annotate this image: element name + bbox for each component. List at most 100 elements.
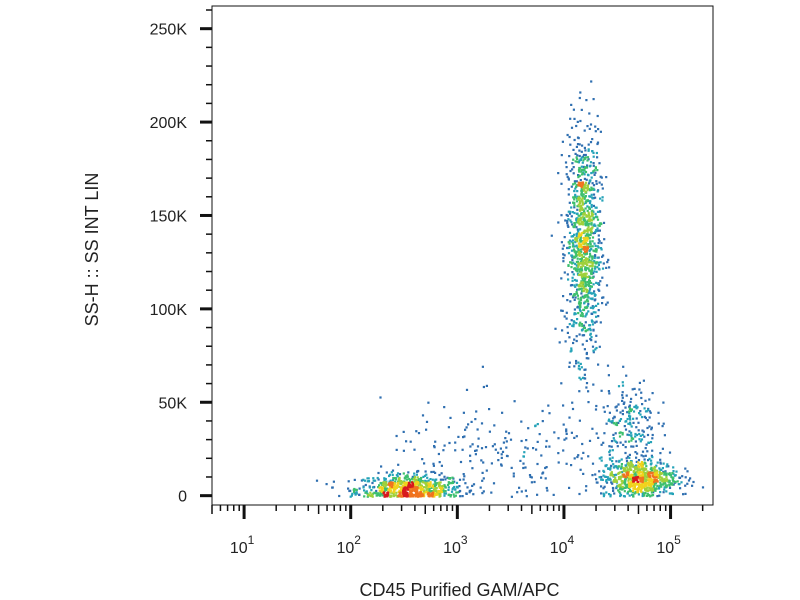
data-point bbox=[355, 491, 358, 494]
data-point bbox=[590, 186, 593, 189]
data-point bbox=[640, 391, 643, 394]
data-point bbox=[609, 495, 612, 498]
data-point bbox=[638, 432, 641, 436]
data-point bbox=[584, 300, 587, 303]
data-point bbox=[557, 461, 560, 464]
data-point bbox=[612, 480, 615, 483]
data-point bbox=[450, 490, 454, 493]
data-point bbox=[385, 495, 388, 498]
data-point bbox=[687, 479, 691, 482]
data-point bbox=[617, 385, 621, 388]
data-point bbox=[481, 492, 484, 495]
data-point bbox=[605, 480, 608, 483]
data-point bbox=[463, 475, 466, 478]
data-point bbox=[419, 495, 422, 498]
data-point bbox=[592, 291, 595, 295]
data-point bbox=[595, 304, 598, 307]
data-point bbox=[548, 412, 551, 415]
data-point bbox=[648, 482, 652, 485]
data-point bbox=[654, 489, 657, 492]
data-point bbox=[598, 181, 601, 184]
data-point bbox=[648, 472, 651, 475]
data-point bbox=[586, 229, 589, 233]
data-point bbox=[585, 166, 589, 169]
data-point bbox=[563, 254, 566, 257]
data-point bbox=[429, 478, 432, 481]
data-point bbox=[628, 430, 631, 433]
data-point bbox=[621, 431, 624, 435]
data-point bbox=[598, 476, 601, 479]
data-point bbox=[437, 452, 440, 456]
data-point bbox=[575, 250, 578, 253]
data-point bbox=[524, 446, 527, 449]
data-point bbox=[578, 217, 581, 220]
data-point bbox=[407, 487, 410, 490]
data-point bbox=[536, 493, 539, 496]
data-point bbox=[398, 476, 401, 479]
data-point bbox=[588, 207, 591, 210]
data-point bbox=[402, 489, 405, 493]
data-point bbox=[592, 283, 595, 286]
data-point bbox=[371, 481, 374, 485]
data-point bbox=[578, 232, 581, 235]
data-point bbox=[575, 180, 578, 183]
data-point bbox=[633, 485, 637, 488]
data-point bbox=[632, 410, 636, 413]
data-point bbox=[583, 368, 586, 371]
data-point bbox=[425, 480, 428, 483]
data-point bbox=[595, 320, 598, 323]
data-point bbox=[372, 477, 375, 480]
data-point bbox=[586, 125, 589, 128]
data-point bbox=[628, 463, 631, 466]
data-point bbox=[562, 404, 565, 407]
data-point bbox=[634, 440, 637, 443]
data-point bbox=[581, 168, 584, 171]
data-point bbox=[421, 458, 424, 461]
data-point bbox=[399, 486, 402, 489]
data-point bbox=[637, 421, 640, 424]
data-point bbox=[353, 490, 356, 493]
data-point bbox=[601, 187, 604, 190]
data-point bbox=[534, 425, 537, 428]
x-tick-label: 102 bbox=[336, 533, 361, 557]
data-point bbox=[434, 478, 437, 481]
data-point bbox=[655, 471, 658, 474]
data-point bbox=[600, 176, 603, 179]
data-point bbox=[501, 450, 505, 453]
data-point bbox=[499, 447, 502, 450]
data-point bbox=[581, 261, 584, 264]
data-point bbox=[588, 275, 591, 278]
data-point bbox=[594, 196, 597, 199]
data-point bbox=[570, 249, 574, 252]
data-point bbox=[628, 456, 631, 459]
data-point bbox=[597, 246, 600, 249]
data-point bbox=[583, 156, 586, 159]
data-point bbox=[684, 476, 687, 479]
data-point bbox=[587, 245, 591, 248]
data-point bbox=[420, 486, 423, 489]
data-point bbox=[586, 244, 589, 247]
data-point bbox=[458, 478, 462, 481]
data-point bbox=[585, 272, 588, 275]
data-point bbox=[570, 215, 573, 218]
data-point bbox=[651, 456, 654, 459]
data-point bbox=[577, 235, 580, 238]
data-point bbox=[600, 492, 603, 495]
data-point bbox=[450, 482, 453, 485]
data-point bbox=[429, 490, 432, 493]
data-point bbox=[578, 285, 581, 288]
data-point bbox=[619, 492, 622, 495]
data-point bbox=[564, 340, 567, 343]
data-point bbox=[398, 485, 401, 488]
data-point bbox=[458, 490, 461, 493]
data-point bbox=[611, 474, 614, 477]
data-point bbox=[606, 405, 609, 408]
data-point bbox=[575, 235, 578, 238]
data-point bbox=[331, 486, 334, 489]
data-point bbox=[637, 472, 640, 475]
data-point bbox=[441, 484, 445, 488]
data-point bbox=[577, 174, 580, 177]
data-point bbox=[591, 427, 594, 430]
data-point bbox=[363, 495, 366, 498]
data-point bbox=[568, 336, 571, 339]
